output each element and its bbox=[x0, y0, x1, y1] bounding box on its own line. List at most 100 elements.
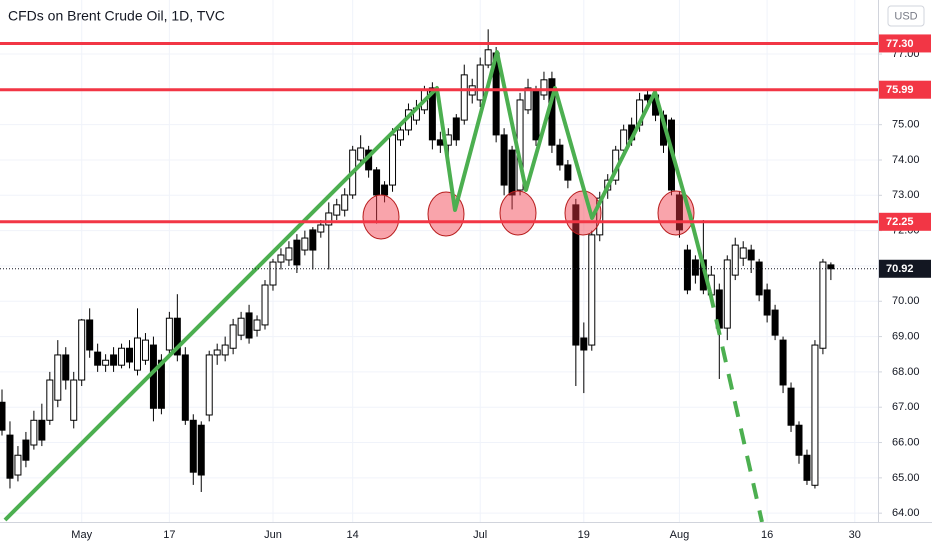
candle-body bbox=[373, 169, 381, 196]
candle-body bbox=[484, 49, 492, 66]
circle-marker bbox=[499, 190, 537, 236]
candle-body bbox=[811, 344, 819, 486]
candle-body bbox=[118, 347, 126, 366]
candle-body bbox=[460, 74, 468, 121]
x-tick-label: Jun bbox=[264, 529, 282, 541]
candle-body bbox=[675, 194, 683, 231]
candle-body bbox=[54, 354, 62, 401]
candle-body bbox=[293, 239, 301, 266]
drawing-layer bbox=[3, 50, 764, 523]
level-tag bbox=[879, 80, 931, 99]
candle-body bbox=[723, 259, 731, 329]
x-tick-label: 14 bbox=[347, 529, 359, 541]
candle-body bbox=[165, 317, 173, 351]
trend-zigzag bbox=[3, 50, 712, 522]
candle-body bbox=[317, 224, 325, 233]
last-price-label: 70.92 bbox=[886, 263, 914, 275]
candle-body bbox=[189, 419, 197, 473]
grid-layer bbox=[0, 0, 878, 522]
candle-body bbox=[508, 149, 516, 196]
candle-body bbox=[428, 87, 436, 141]
candle-body bbox=[181, 354, 189, 421]
candle-body bbox=[0, 401, 6, 431]
candle-body bbox=[6, 434, 14, 479]
candle-body bbox=[397, 129, 404, 141]
candle-body bbox=[524, 87, 532, 111]
candle-body bbox=[827, 264, 835, 270]
currency-label: USD bbox=[894, 10, 917, 22]
y-tick-label: 65.00 bbox=[892, 472, 920, 484]
level-layer bbox=[0, 41, 878, 270]
candle-body bbox=[779, 339, 787, 386]
candle-body bbox=[133, 337, 141, 371]
candle-body bbox=[747, 249, 755, 261]
x-tick-label: 16 bbox=[761, 529, 773, 541]
candle-body bbox=[325, 212, 333, 226]
candle-body bbox=[229, 324, 237, 349]
level-tag bbox=[879, 34, 931, 53]
level-label: 77.30 bbox=[886, 38, 914, 50]
candle-body bbox=[500, 134, 508, 186]
candle-body bbox=[46, 379, 54, 421]
candle-body bbox=[285, 247, 293, 261]
candle-body bbox=[540, 79, 548, 96]
candle-body bbox=[564, 164, 572, 181]
candle-body bbox=[771, 309, 779, 336]
chart-title: CFDs on Brent Crude Oil, 1D, TVC bbox=[8, 8, 225, 24]
candle-body bbox=[14, 454, 22, 476]
candle-body bbox=[110, 354, 118, 366]
candle-body bbox=[476, 64, 484, 101]
candle-body bbox=[787, 387, 795, 426]
candle-body bbox=[197, 424, 205, 476]
candle-body bbox=[62, 354, 70, 381]
candle-body bbox=[126, 347, 134, 363]
candle-body bbox=[556, 144, 564, 166]
candle-body bbox=[301, 237, 309, 251]
x-tick-label: Aug bbox=[670, 529, 690, 541]
y-tick-label: 64.00 bbox=[892, 507, 920, 519]
candle-body bbox=[245, 312, 253, 339]
candle-body bbox=[436, 139, 444, 146]
currency-box bbox=[887, 5, 925, 27]
y-tick-label: 74.00 bbox=[892, 154, 920, 166]
y-tick-label: 67.00 bbox=[892, 401, 920, 413]
candle-body bbox=[572, 204, 580, 346]
y-tick-label: 75.00 bbox=[892, 119, 920, 131]
y-tick-label: 69.00 bbox=[892, 330, 920, 342]
level-label: 72.25 bbox=[886, 216, 914, 228]
last-price-tag bbox=[879, 259, 931, 278]
candle-body bbox=[30, 419, 38, 446]
candle-body bbox=[755, 261, 763, 296]
candle-body bbox=[620, 129, 628, 151]
candle-layer bbox=[0, 29, 835, 492]
candle-body bbox=[149, 344, 157, 409]
x-tick-label: 30 bbox=[849, 529, 861, 541]
y-tick-label: 73.00 bbox=[892, 189, 920, 201]
candle-body bbox=[381, 184, 389, 196]
axis-layer: 64.0065.0066.0067.0068.0069.0070.0071.00… bbox=[71, 34, 931, 541]
candle-body bbox=[580, 337, 588, 351]
x-tick-label: 17 bbox=[163, 529, 175, 541]
candle-body bbox=[683, 249, 691, 291]
candle-body bbox=[795, 424, 803, 456]
x-tick-label: Jul bbox=[473, 529, 487, 541]
candle-body bbox=[819, 261, 827, 349]
candle-body bbox=[221, 344, 229, 356]
candle-body bbox=[22, 439, 30, 461]
candle-body bbox=[141, 339, 149, 361]
candle-body bbox=[253, 319, 261, 331]
x-tick-label: May bbox=[71, 529, 92, 541]
candle-body bbox=[452, 117, 460, 141]
level-tag bbox=[879, 212, 931, 231]
candle-body bbox=[357, 147, 365, 161]
candle-body bbox=[269, 261, 277, 286]
candle-body bbox=[237, 317, 245, 336]
candle-body bbox=[763, 289, 771, 316]
candle-body bbox=[94, 351, 102, 366]
candle-body bbox=[86, 319, 94, 351]
candle-body bbox=[739, 247, 747, 259]
candle-body bbox=[38, 419, 46, 441]
candle-body bbox=[341, 194, 349, 211]
